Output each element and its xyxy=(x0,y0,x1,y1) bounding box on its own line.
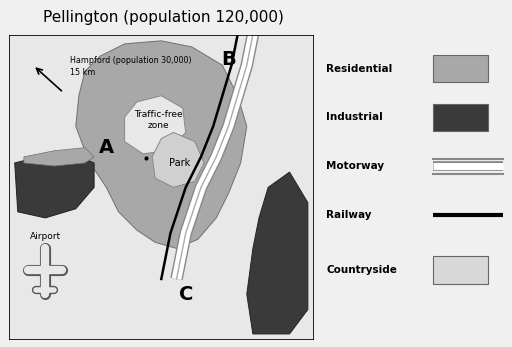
Polygon shape xyxy=(124,96,186,154)
Bar xyxy=(433,256,488,284)
Bar xyxy=(433,55,488,82)
Text: A: A xyxy=(99,138,114,157)
Polygon shape xyxy=(247,172,308,334)
Text: Railway: Railway xyxy=(326,210,372,220)
Text: C: C xyxy=(179,285,193,304)
Text: Airport: Airport xyxy=(30,232,61,241)
Text: Hampford (population 30,000): Hampford (population 30,000) xyxy=(70,56,191,65)
Polygon shape xyxy=(152,133,204,187)
Text: Countryside: Countryside xyxy=(326,265,397,275)
Text: 15 km: 15 km xyxy=(70,68,95,77)
Text: Industrial: Industrial xyxy=(326,112,383,122)
Bar xyxy=(433,104,488,131)
Polygon shape xyxy=(76,41,247,248)
Text: Pellington (population 120,000): Pellington (population 120,000) xyxy=(44,10,284,25)
Text: Motorway: Motorway xyxy=(326,161,385,171)
Text: Park: Park xyxy=(169,158,190,168)
Text: B: B xyxy=(221,50,236,69)
Text: Residential: Residential xyxy=(326,64,393,74)
Polygon shape xyxy=(15,154,94,218)
Polygon shape xyxy=(24,148,94,166)
Text: Traffic-free
zone: Traffic-free zone xyxy=(134,110,183,130)
